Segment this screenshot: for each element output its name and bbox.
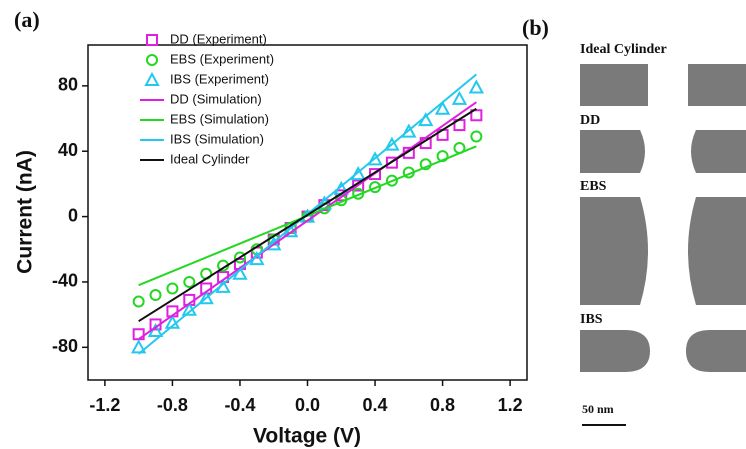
legend-label: Ideal Cylinder [170,151,250,166]
data-point [369,181,382,194]
data-point [451,90,468,105]
y-tick-label: 80 [58,75,78,95]
shape [580,64,648,106]
sim-line [138,101,477,340]
shape [580,130,645,173]
data-point [470,130,483,143]
data-point [385,174,398,187]
data-point [369,168,382,181]
legend-label: IBS (Experiment) [170,71,269,86]
shape [688,197,746,305]
x-tick-label: 0.0 [295,395,320,415]
panel-label: (a) [14,7,40,32]
x-tick-label: -1.2 [89,395,120,415]
data-point [385,156,398,169]
shape [688,64,746,106]
data-point [401,123,417,138]
shape-label: Ideal Cylinder [580,42,667,57]
shape [686,330,746,372]
x-tick-label: -0.4 [224,395,255,415]
shape-label: IBS [580,312,603,327]
data-point [166,282,179,295]
data-point [149,289,162,302]
shape-label: DD [580,113,600,128]
legend-symbol [146,54,158,66]
x-tick-label: -0.8 [157,395,188,415]
legend-label: IBS (Simulation) [170,131,264,146]
legend-label: DD (Experiment) [170,31,267,46]
data-point [130,339,147,354]
scale-bar-label: 50 nm [582,402,614,416]
data-point [335,189,348,202]
legend-label: EBS (Simulation) [170,111,269,126]
x-tick-label: 0.8 [430,395,455,415]
x-axis-label: Voltage (V) [253,425,361,448]
sim-line [138,107,477,323]
y-tick-label: -40 [52,271,78,291]
panel-label: (b) [522,15,549,40]
data-point [470,109,483,122]
data-point [183,275,196,288]
data-point [384,136,400,151]
legend-symbol [146,34,158,46]
y-tick-label: -80 [52,336,78,356]
data-point [468,79,485,94]
legend-label: EBS (Experiment) [170,51,274,66]
data-point [132,295,145,308]
y-tick-label: 0 [68,205,78,225]
x-tick-label: 0.4 [363,395,388,415]
data-point [367,151,383,166]
y-tick-label: 40 [58,140,78,160]
shape-label: EBS [580,179,607,194]
shape [691,130,746,173]
data-point [198,290,214,305]
shape [580,330,650,372]
data-point [434,100,451,115]
y-axis-label: Current (nA) [14,150,37,274]
legend-symbol [144,71,160,86]
legend-label: DD (Simulation) [170,91,262,106]
x-tick-label: 1.2 [498,395,523,415]
shape [580,197,648,305]
data-point [233,251,246,264]
